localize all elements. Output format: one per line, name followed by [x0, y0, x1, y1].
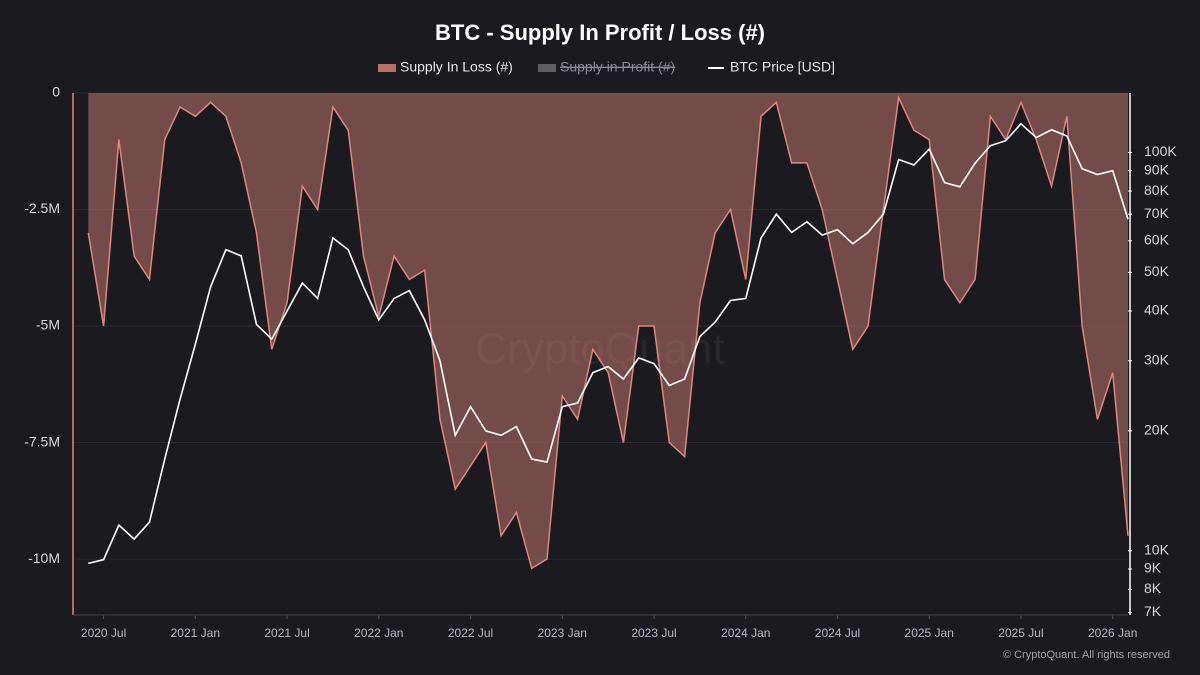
- y2-tick-label: 7K: [1144, 603, 1162, 619]
- x-tick-label: 2022 Jul: [448, 626, 493, 640]
- y-tick-label: -10M: [28, 550, 60, 566]
- y2-tick-label: 80K: [1144, 182, 1170, 198]
- x-tick-label: 2020 Jul: [81, 626, 126, 640]
- x-tick-label: 2021 Jul: [264, 626, 309, 640]
- legend-item[interactable]: Supply In Loss (#): [378, 59, 513, 75]
- y2-tick-label: 8K: [1144, 580, 1162, 596]
- legend-swatch: [378, 64, 396, 72]
- y-tick-label: -7.5M: [24, 433, 60, 449]
- x-tick-label: 2022 Jan: [354, 626, 403, 640]
- legend-item[interactable]: Supply in Profit (#): [538, 59, 675, 75]
- y2-tick-label: 50K: [1144, 263, 1170, 279]
- y2-tick-label: 70K: [1144, 205, 1170, 221]
- y-tick-label: 0: [52, 84, 60, 100]
- x-tick-label: 2024 Jan: [721, 626, 770, 640]
- y2-tick-label: 30K: [1144, 351, 1170, 367]
- price-line: [88, 122, 1129, 565]
- x-tick-label: 2021 Jan: [171, 626, 220, 640]
- y2-tick-label: 100K: [1144, 143, 1177, 159]
- y2-tick-label: 90K: [1144, 161, 1170, 177]
- x-tick-label: 2023 Jan: [538, 626, 587, 640]
- legend-swatch: [538, 64, 556, 72]
- y2-tick-label: 9K: [1144, 560, 1162, 576]
- x-tick-label: 2025 Jan: [905, 626, 954, 640]
- y2-tick-label: 20K: [1144, 422, 1170, 438]
- y-tick-label: -2.5M: [24, 200, 60, 216]
- x-tick-label: 2024 Jul: [815, 626, 860, 640]
- watermark: CryptoQuant: [475, 325, 724, 374]
- x-tick-label: 2023 Jul: [631, 626, 676, 640]
- x-tick-label: 2026 Jan: [1088, 626, 1137, 640]
- legend-label: BTC Price [USD]: [730, 59, 835, 75]
- y2-tick-label: 10K: [1144, 542, 1170, 558]
- y2-tick-label: 40K: [1144, 302, 1170, 318]
- x-tick-label: 2025 Jul: [998, 626, 1043, 640]
- area-fill: [88, 93, 1129, 569]
- legend-label: Supply In Loss (#): [400, 59, 513, 75]
- legend-label: Supply in Profit (#): [560, 59, 675, 75]
- legend-item[interactable]: BTC Price [USD]: [708, 59, 835, 75]
- y2-tick-label: 60K: [1144, 232, 1170, 248]
- y-tick-label: -5M: [36, 317, 60, 333]
- area-line: [87, 95, 1129, 570]
- chart-title: BTC - Supply In Profit / Loss (#): [435, 20, 765, 45]
- footer: © CryptoQuant. All rights reserved: [1003, 649, 1170, 661]
